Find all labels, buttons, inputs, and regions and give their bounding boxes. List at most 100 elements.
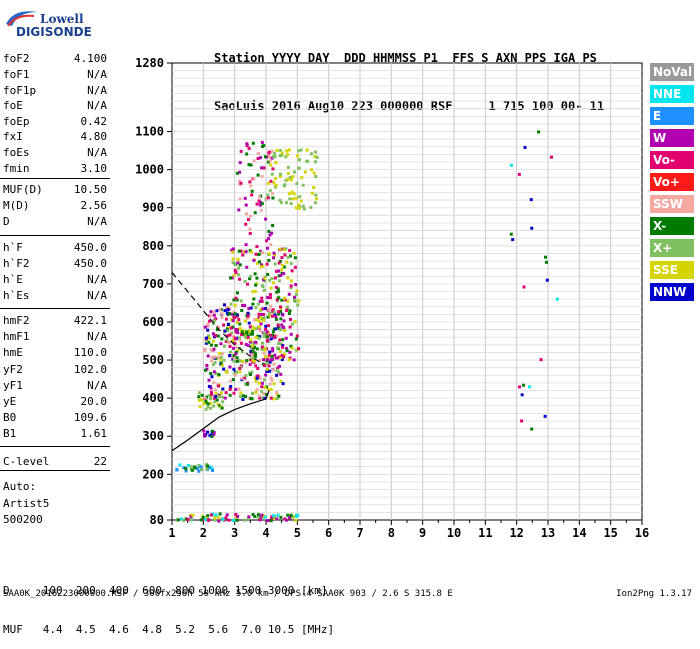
- legend-item-x-: X-: [650, 217, 694, 235]
- echo-point: [212, 370, 216, 374]
- echo-point: [214, 317, 218, 321]
- echo-point: [248, 373, 252, 377]
- echo-point: [213, 518, 217, 522]
- echo-point: [260, 202, 264, 206]
- echo-point: [232, 274, 236, 278]
- echo-point: [175, 468, 179, 472]
- echo-point: [272, 181, 276, 185]
- echo-point: [274, 317, 278, 321]
- echo-point: [209, 343, 213, 347]
- echo-point: [247, 517, 251, 521]
- echo-point: [254, 306, 258, 310]
- echo-point: [191, 513, 195, 517]
- echo-point: [260, 381, 264, 385]
- echo-point: [267, 252, 271, 256]
- echo-point: [244, 374, 248, 378]
- echo-point: [223, 396, 227, 400]
- echo-point: [295, 289, 299, 293]
- echo-point: [288, 192, 292, 196]
- echo-point: [251, 391, 255, 395]
- echo-point: [238, 338, 242, 342]
- echo-point: [292, 192, 296, 196]
- logo-text-digisonde: DIGISONDE: [16, 25, 92, 39]
- echo-point: [305, 148, 309, 152]
- echo-point: [265, 301, 269, 305]
- echo-point: [269, 163, 273, 167]
- echo-point: [253, 290, 257, 294]
- echo-point: [184, 467, 188, 471]
- echo-point: [239, 149, 243, 153]
- param-row-h-es: h`Es N/A: [3, 289, 107, 303]
- echo-point: [226, 322, 230, 326]
- echo-point: [267, 181, 271, 185]
- echo-point: [248, 325, 252, 329]
- panel-divider: [0, 308, 110, 309]
- param-row-yf2: yF2 102.0: [3, 363, 107, 377]
- echo-point: [249, 349, 253, 353]
- param-name: B1: [3, 427, 17, 440]
- param-name: h`E: [3, 273, 23, 286]
- echo-point: [259, 265, 263, 269]
- echo-point: [280, 353, 284, 357]
- echo-point: [266, 296, 270, 300]
- echo-point: [249, 184, 253, 188]
- y-tick-label: 200: [142, 467, 164, 481]
- echo-point: [245, 382, 249, 386]
- echo-point: [245, 316, 249, 320]
- echo-point: [231, 346, 235, 350]
- echo-point: [238, 370, 242, 374]
- echo-point: [256, 334, 260, 338]
- param-row-b0: B0 109.6: [3, 411, 107, 425]
- echo-point: [285, 308, 289, 312]
- echo-point: [248, 180, 252, 184]
- y-tick-label: 300: [142, 429, 164, 443]
- echo-point: [262, 316, 266, 320]
- echo-point: [220, 395, 224, 399]
- echo-point: [294, 196, 298, 200]
- echo-point: [245, 142, 249, 146]
- echo-point: [282, 319, 286, 323]
- echo-point: [301, 183, 305, 187]
- echo-point: [277, 289, 281, 293]
- param-name: foEs: [3, 146, 30, 159]
- echo-point: [230, 276, 234, 280]
- echo-point: [258, 156, 262, 160]
- echo-point: [283, 298, 287, 302]
- param-name: foF1: [3, 68, 30, 81]
- legend-item-ssw: SSW: [650, 195, 694, 213]
- echo-point: [253, 345, 257, 349]
- x-tick-label: 3: [231, 526, 238, 540]
- echo-point: [209, 314, 213, 318]
- echo-point: [255, 388, 259, 392]
- echo-point: [279, 201, 283, 205]
- echo-point: [286, 171, 290, 175]
- echo-point: [293, 256, 297, 260]
- echo-point: [262, 351, 266, 355]
- echo-point: [295, 334, 299, 338]
- echo-point: [205, 467, 209, 471]
- echo-point: [265, 262, 269, 266]
- echo-point: [247, 307, 251, 311]
- echo-point: [271, 196, 275, 200]
- echo-point: [282, 184, 286, 188]
- echo-point: [298, 195, 302, 199]
- x-tick-label: 16: [635, 526, 649, 540]
- echo-point: [263, 307, 267, 311]
- echo-point: [233, 373, 237, 377]
- echo-point: [234, 345, 238, 349]
- echo-point: [222, 303, 226, 307]
- echo-point: [265, 339, 269, 343]
- echo-point: [280, 151, 284, 155]
- echo-point: [287, 292, 291, 296]
- echo-point: [209, 310, 213, 314]
- x-tick-label: 8: [388, 526, 395, 540]
- echo-point: [238, 336, 242, 340]
- echo-point: [221, 400, 225, 404]
- echo-point: [219, 342, 223, 346]
- echo-point: [279, 515, 283, 519]
- echo-point: [522, 285, 526, 289]
- echo-point: [281, 344, 285, 348]
- echo-point: [209, 347, 213, 351]
- echo-point: [288, 248, 292, 252]
- echo-point: [244, 203, 248, 207]
